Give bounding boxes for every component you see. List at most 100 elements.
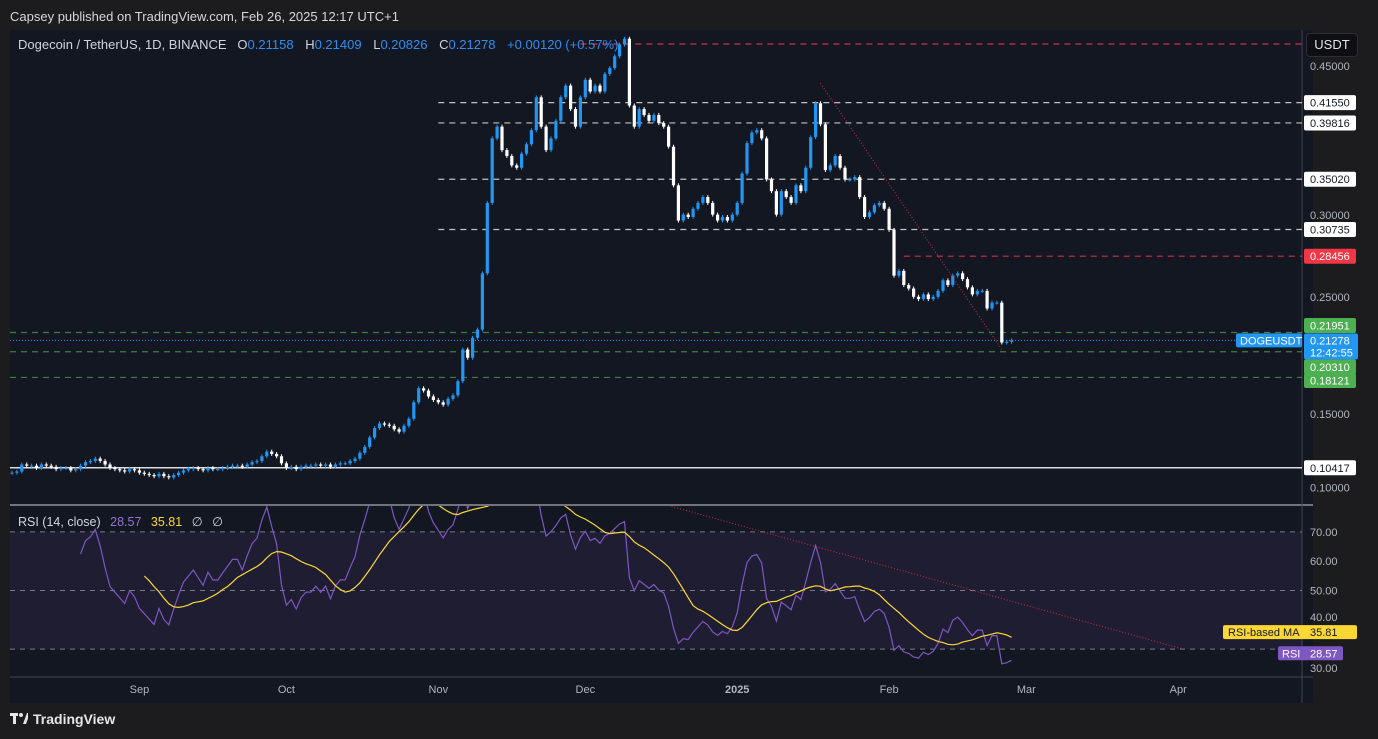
candle [128,469,132,472]
price-level-label: 0.39816 [1310,118,1350,130]
rsi-axis-tick: 50.00 [1310,586,1338,598]
candle [877,202,881,206]
price-level-tag [1304,171,1356,187]
candle [921,294,925,300]
rsi-tag-value: 28.57 [1310,648,1338,660]
candle [98,458,102,461]
candle [936,290,940,297]
rsi-ma-tag-name: RSI-based MA [1228,627,1300,639]
candle [970,287,974,295]
symbol-tag [1236,333,1302,348]
candle [593,85,597,92]
candle [642,109,646,115]
countdown-label: 12:42:55 [1310,347,1353,359]
candle [177,472,181,476]
candle [720,216,725,221]
candle [794,185,798,203]
candle [147,473,151,476]
candle [696,202,700,209]
candle [436,399,440,403]
candle [206,468,210,471]
candle [216,469,220,471]
candle [123,470,127,472]
rsi-pane [10,506,1302,665]
tradingview-logo[interactable]: TradingView [10,711,115,727]
candle [510,155,514,166]
candle [618,44,622,57]
candle [137,470,141,473]
time-axis-tick: Sep [130,684,150,696]
candle [284,463,288,469]
candle [343,463,347,465]
candle [765,138,769,180]
tradingview-logo-text: TradingView [33,711,116,727]
candle [755,130,759,133]
symbol-tag-label: DOGEUSDT [1240,335,1303,347]
candle [706,197,710,203]
candle [196,468,200,470]
candle [711,202,715,215]
candle [926,294,930,300]
candle [769,179,774,192]
candle [387,424,391,426]
candle [622,38,627,45]
candle [451,395,455,399]
candle [431,396,435,400]
time-axis-tick: Apr [1170,684,1187,696]
rsi-band-fill [10,531,1302,650]
candle [83,462,88,466]
price-axis-tick: 0.10000 [1310,483,1350,495]
candle [980,290,984,292]
candle [520,153,524,168]
candle [735,202,739,215]
candle [392,425,396,430]
candle [573,109,578,127]
candle [480,273,484,330]
open-label: O [237,37,248,52]
candle [828,165,832,171]
candle [750,132,754,144]
candle [93,458,97,461]
price-level-label: 0.18121 [1310,375,1350,387]
candle [20,464,24,472]
candle [564,85,568,98]
candle [132,469,137,471]
high-label: H [305,37,315,52]
candle [44,464,48,466]
candle [142,472,146,474]
candle [529,130,533,145]
candle [799,185,803,192]
candle [10,472,14,474]
candle [461,349,465,382]
candle [858,177,862,198]
candle [230,465,235,467]
time-axis-tick: Oct [278,684,295,696]
candle [804,167,808,192]
candle [49,465,53,467]
price-axis-tick: 0.15000 [1310,409,1350,421]
rsi-title[interactable]: RSI (14, close) [18,515,101,529]
candle [676,185,680,221]
close-value: 0.21278 [448,37,496,52]
candle [328,464,333,467]
low-value: 0.20826 [380,37,428,52]
candle [34,465,39,469]
candle [902,270,906,286]
price-level-tag [1304,318,1356,334]
candle [59,468,63,470]
current-price-tag [1304,333,1358,360]
time-axis-tick: Dec [576,684,596,696]
candle [730,214,734,221]
currency-button[interactable]: USDT [1306,33,1358,57]
candle [662,123,666,127]
candle [324,464,328,466]
symbol-title[interactable]: Dogecoin / TetherUS, 1D, BINANCE [18,37,227,52]
candle [319,464,323,466]
candle [789,197,793,203]
candle [299,466,303,470]
candle [240,465,244,467]
candle [818,103,823,125]
candle [226,466,230,469]
price-level-tag [1304,460,1356,476]
